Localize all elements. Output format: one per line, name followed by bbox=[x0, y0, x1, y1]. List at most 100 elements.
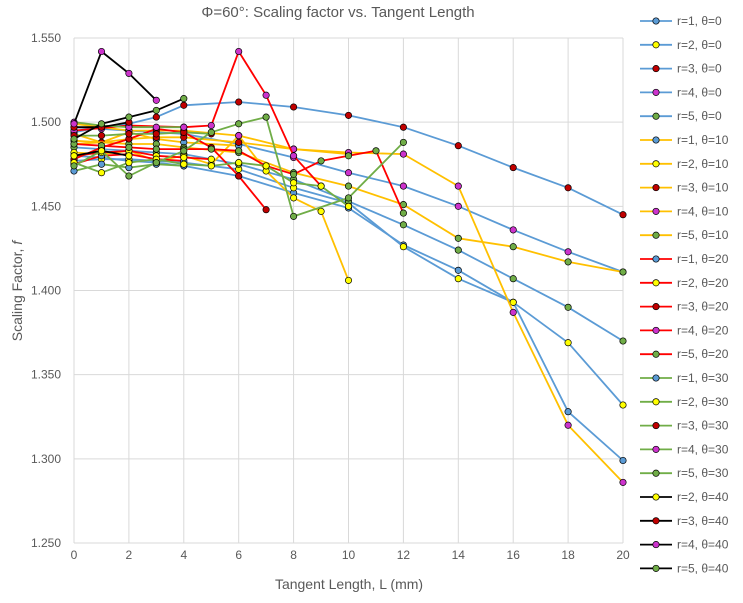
legend-label: r=1, θ=0 bbox=[677, 14, 722, 28]
data-point bbox=[454, 182, 462, 190]
data-point bbox=[290, 103, 298, 111]
data-point bbox=[235, 147, 243, 155]
legend-marker bbox=[652, 398, 660, 406]
legend-label: r=1, θ=20 bbox=[677, 252, 729, 266]
data-point bbox=[619, 478, 627, 486]
data-point bbox=[125, 172, 133, 180]
legend-entry: r=2, θ=30 bbox=[640, 395, 729, 409]
legend-marker bbox=[652, 207, 660, 215]
legend-entry: r=2, θ=10 bbox=[640, 157, 729, 171]
legend-entry: r=4, θ=30 bbox=[640, 442, 729, 456]
data-point bbox=[509, 275, 517, 283]
legend-marker bbox=[652, 112, 660, 120]
legend-marker bbox=[652, 564, 660, 572]
series bbox=[70, 113, 407, 220]
y-tick-label: 1.250 bbox=[31, 536, 61, 550]
data-point bbox=[619, 456, 627, 465]
data-point bbox=[97, 160, 106, 168]
data-point bbox=[317, 182, 325, 190]
series-line bbox=[73, 139, 624, 273]
data-point bbox=[619, 268, 627, 276]
data-point bbox=[152, 130, 160, 138]
data-point bbox=[564, 408, 572, 416]
x-tick-label: 8 bbox=[290, 548, 297, 562]
data-point bbox=[180, 153, 188, 162]
data-point bbox=[152, 106, 160, 114]
data-point bbox=[125, 159, 133, 167]
data-point bbox=[235, 172, 243, 180]
data-point bbox=[399, 138, 407, 146]
data-point bbox=[152, 113, 160, 121]
data-point bbox=[235, 98, 243, 106]
legend-marker bbox=[652, 255, 660, 263]
data-point bbox=[70, 162, 78, 170]
data-point bbox=[290, 152, 298, 160]
data-point bbox=[564, 184, 572, 192]
data-point bbox=[344, 202, 353, 210]
data-point bbox=[152, 123, 160, 131]
legend-entry: r=1, θ=10 bbox=[640, 133, 729, 147]
data-point bbox=[372, 147, 380, 155]
legend-marker bbox=[652, 65, 660, 73]
legend-label: r=4, θ=20 bbox=[677, 323, 729, 337]
data-point bbox=[344, 194, 353, 202]
data-point bbox=[262, 162, 270, 170]
legend-label: r=3, θ=30 bbox=[677, 419, 729, 433]
legend-entry: r=5, θ=0 bbox=[640, 109, 722, 123]
data-point bbox=[290, 179, 298, 187]
data-point bbox=[70, 135, 78, 143]
data-point bbox=[125, 113, 133, 121]
legend-entry: r=3, θ=0 bbox=[640, 62, 722, 76]
data-point bbox=[399, 209, 407, 217]
legend-entry: r=1, θ=30 bbox=[640, 371, 729, 385]
data-point bbox=[152, 96, 160, 104]
data-point bbox=[619, 337, 627, 345]
legend-label: r=1, θ=10 bbox=[677, 133, 729, 147]
series bbox=[70, 95, 188, 143]
data-point bbox=[344, 169, 353, 177]
legend-marker bbox=[652, 184, 660, 192]
data-point bbox=[262, 113, 270, 121]
y-tick-label: 1.550 bbox=[31, 31, 61, 45]
data-point bbox=[125, 143, 133, 151]
series-line bbox=[73, 50, 322, 187]
legend-label: r=3, θ=10 bbox=[677, 181, 729, 195]
data-point bbox=[619, 211, 627, 219]
legend-label: r=2, θ=10 bbox=[677, 157, 729, 171]
data-point bbox=[344, 111, 353, 119]
x-tick-label: 14 bbox=[452, 548, 466, 562]
legend-entry: r=4, θ=40 bbox=[640, 538, 729, 552]
legend-label: r=4, θ=30 bbox=[677, 442, 729, 456]
data-point bbox=[344, 276, 353, 284]
legend-label: r=3, θ=40 bbox=[677, 514, 729, 528]
data-point bbox=[399, 123, 407, 131]
legend-entry: r=4, θ=20 bbox=[640, 323, 729, 337]
data-point bbox=[399, 150, 407, 158]
data-point bbox=[454, 266, 462, 274]
data-point bbox=[454, 234, 462, 242]
legend-entry: r=4, θ=0 bbox=[640, 85, 722, 99]
data-point bbox=[235, 120, 243, 128]
legend-label: r=1, θ=30 bbox=[677, 371, 729, 385]
data-point bbox=[262, 91, 270, 99]
data-point bbox=[207, 121, 215, 130]
data-point bbox=[152, 159, 160, 167]
data-point bbox=[97, 120, 106, 128]
data-point bbox=[564, 258, 572, 266]
y-axis-label-text: Scaling Factor, bbox=[9, 245, 25, 342]
data-point bbox=[97, 47, 106, 56]
x-tick-label: 16 bbox=[507, 548, 521, 562]
legend-label: r=2, θ=30 bbox=[677, 395, 729, 409]
data-point bbox=[564, 248, 572, 256]
legend-entry: r=3, θ=20 bbox=[640, 300, 729, 314]
data-point bbox=[70, 120, 78, 128]
legend-label: r=3, θ=0 bbox=[677, 62, 722, 76]
legend-entry: r=5, θ=40 bbox=[640, 561, 729, 575]
legend-label: r=5, θ=10 bbox=[677, 228, 729, 242]
data-point bbox=[564, 339, 572, 347]
y-tick-label: 1.300 bbox=[31, 452, 61, 466]
legend-label: r=5, θ=30 bbox=[677, 466, 729, 480]
y-tick-label: 1.350 bbox=[31, 368, 61, 382]
